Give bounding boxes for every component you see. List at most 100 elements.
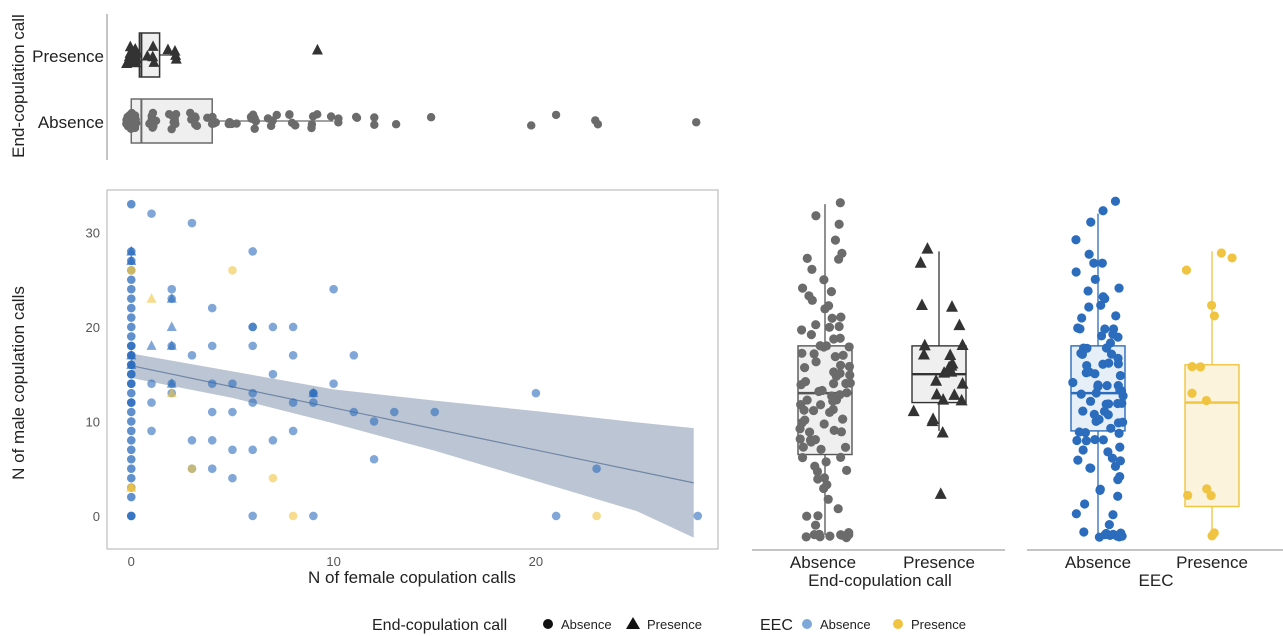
top-absence-point	[164, 109, 174, 119]
scatter-triangle-point	[308, 387, 319, 398]
scatter-point	[369, 454, 379, 464]
box2-point	[1206, 490, 1216, 501]
box1-triangle-point	[948, 388, 961, 400]
scatter-point	[126, 294, 136, 303]
box2-point	[1113, 332, 1123, 342]
box1-triangle-point	[938, 366, 951, 378]
scatter-point	[329, 284, 338, 294]
box2-point	[1071, 509, 1081, 519]
top-absence-point	[334, 118, 343, 127]
box1-point	[825, 531, 835, 541]
box2-point	[1114, 283, 1124, 293]
scatter-point	[288, 351, 298, 360]
scatter-triangle-point	[146, 340, 157, 350]
box2-point	[1081, 436, 1091, 446]
top-absence-point	[313, 110, 322, 119]
box1-point	[804, 427, 815, 437]
box2-point	[1202, 484, 1212, 494]
box1-point	[827, 313, 837, 323]
box1-point	[808, 405, 819, 416]
box2-point	[1098, 359, 1108, 369]
box1-point	[823, 301, 834, 311]
box1-point	[821, 457, 831, 467]
scatter-point	[248, 388, 257, 398]
scatter-point	[592, 511, 601, 521]
scatter-ytick-label: 0	[93, 509, 100, 524]
scatter-point	[147, 209, 156, 218]
box2-point	[1080, 499, 1090, 509]
scatter-point	[369, 417, 379, 426]
top-absence-point	[692, 118, 701, 127]
box1-point	[802, 511, 812, 521]
box2-point	[1100, 324, 1110, 334]
scatter-point	[430, 407, 440, 417]
box1-point	[796, 325, 807, 335]
box1-point	[840, 442, 851, 452]
scatter-point	[207, 379, 217, 388]
scatter-point	[126, 407, 136, 417]
top-absence-point	[251, 117, 261, 126]
box1-point	[815, 400, 826, 410]
box2-point	[1073, 455, 1083, 465]
box1-triangle-point	[934, 487, 947, 499]
legend-circle-icon	[543, 619, 553, 629]
box2-point	[1107, 453, 1118, 463]
box1-point	[845, 370, 855, 380]
box1-point	[797, 348, 807, 358]
box2-point	[1115, 370, 1125, 381]
box2-point	[1091, 388, 1101, 398]
scatter-ytick-label: 10	[86, 414, 100, 429]
box1-point	[835, 198, 845, 208]
box2-point	[1072, 435, 1082, 446]
scatter-point	[288, 511, 298, 521]
box2-category-absence: Absence	[1065, 553, 1131, 572]
scatter-ylabel: N of male copulation calls	[9, 286, 28, 480]
box1-triangle-point	[917, 347, 930, 360]
box2-point	[1114, 428, 1124, 439]
scatter-triangle-point	[146, 293, 157, 303]
eec-box-panel: Absence Presence EEC	[1027, 196, 1283, 590]
box2-point	[1068, 377, 1078, 388]
scatter-point	[349, 407, 359, 417]
box1-point	[795, 424, 805, 434]
scatter-triangle-point	[126, 482, 137, 492]
scatter-point	[187, 464, 197, 473]
box2-point	[1086, 217, 1096, 227]
scatter-point	[126, 379, 136, 388]
box2-point	[1108, 510, 1118, 520]
box1-point	[814, 386, 824, 397]
box1-point	[845, 378, 855, 388]
box1-point	[798, 442, 808, 452]
box1-point	[799, 405, 809, 415]
scatter-point	[551, 511, 561, 521]
box2-point	[1071, 235, 1081, 245]
box2-point	[1077, 349, 1088, 360]
box1-point	[813, 511, 823, 521]
scatter-triangle-point	[126, 245, 137, 256]
box2-point	[1078, 406, 1088, 416]
box2-point	[1077, 313, 1087, 323]
box2-point	[1227, 253, 1237, 263]
box2-point	[1113, 491, 1123, 501]
scatter-point	[268, 436, 278, 445]
box2-point	[1100, 294, 1110, 304]
box2-point	[1187, 361, 1197, 372]
scatter-xtick-label: 10	[326, 554, 340, 569]
scatter-point	[126, 511, 136, 521]
box2-point	[1080, 427, 1091, 438]
box2-point	[1118, 417, 1128, 427]
scatter-point	[207, 303, 217, 313]
scatter-point	[126, 464, 136, 473]
box1-triangle-point	[936, 425, 949, 438]
top-absence-point	[208, 112, 217, 122]
box2-point	[1084, 302, 1094, 312]
top-absence-point	[527, 121, 536, 130]
top-absence-point	[263, 114, 273, 123]
box2-point	[1209, 311, 1219, 321]
box1-point	[809, 530, 819, 540]
box1-point	[830, 352, 840, 362]
top-absence-point	[272, 110, 281, 120]
scatter-point	[187, 351, 197, 360]
box2-point	[1104, 399, 1114, 409]
